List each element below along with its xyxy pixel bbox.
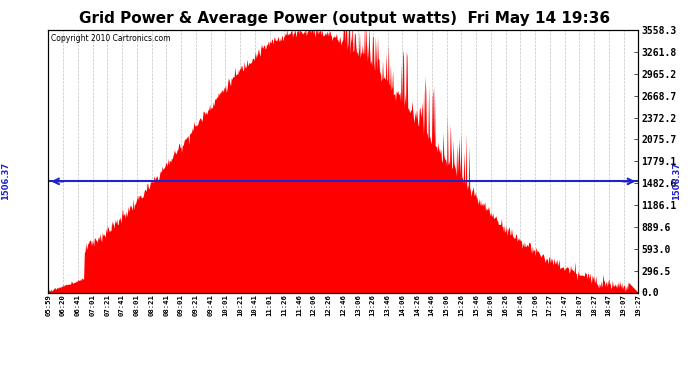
Text: 1506.37: 1506.37 bbox=[672, 162, 681, 200]
Text: Copyright 2010 Cartronics.com: Copyright 2010 Cartronics.com bbox=[51, 34, 170, 43]
Text: 1506.37: 1506.37 bbox=[1, 162, 10, 200]
Text: Grid Power & Average Power (output watts)  Fri May 14 19:36: Grid Power & Average Power (output watts… bbox=[79, 11, 611, 26]
